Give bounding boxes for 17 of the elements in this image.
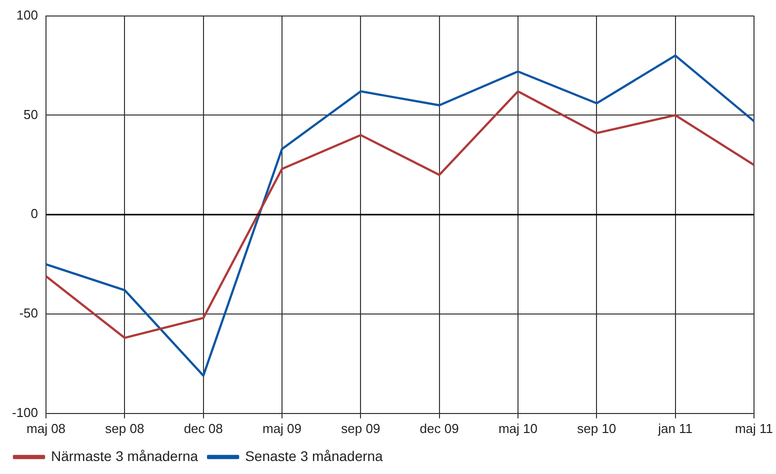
x-tick-label: maj 09 <box>262 420 302 436</box>
y-tick-label: 100 <box>16 7 38 22</box>
x-tick-label: maj 11 <box>734 420 774 436</box>
x-tick-label: maj 10 <box>498 420 538 436</box>
x-tick-label: sep 09 <box>341 420 380 436</box>
y-tick-label: 50 <box>24 106 38 122</box>
y-tick-label: -50 <box>19 306 38 321</box>
x-tick-label: dec 08 <box>184 420 223 436</box>
x-tick-label: sep 10 <box>577 420 616 436</box>
x-tick-label: jan 11 <box>657 420 693 436</box>
x-tick-label: dec 09 <box>420 420 459 436</box>
y-tick-label: 0 <box>30 206 38 222</box>
x-tick-label: maj 08 <box>26 420 66 436</box>
legend-label: Närmaste 3 månaderna <box>51 448 198 464</box>
legend-label: Senaste 3 månaderna <box>245 448 384 464</box>
x-tick-label: sep 08 <box>105 420 144 436</box>
y-tick-label: -100 <box>12 404 38 420</box>
